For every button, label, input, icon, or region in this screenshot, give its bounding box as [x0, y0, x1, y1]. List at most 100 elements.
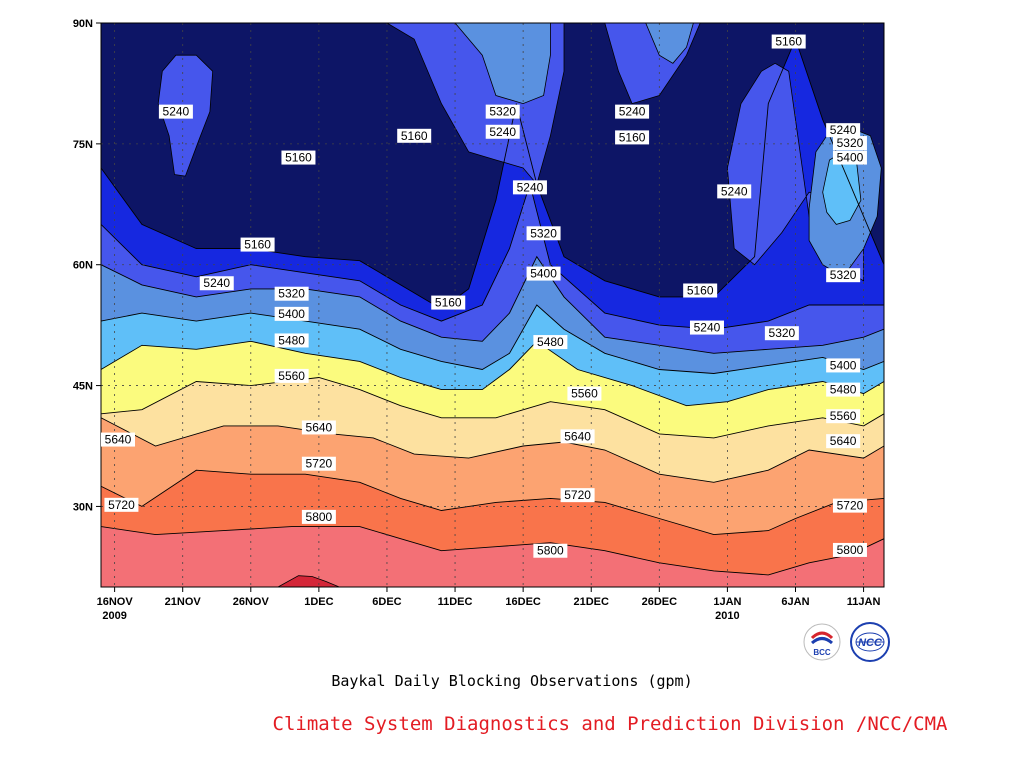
x-tick-label: 1JAN: [713, 596, 741, 608]
x-tick-label: 21NOV: [165, 596, 202, 608]
contour-label-text: 5240: [203, 276, 230, 290]
contour-label-text: 5560: [830, 409, 857, 423]
contour-label: 5240: [615, 104, 650, 119]
contour-label-text: 5720: [306, 457, 333, 471]
contour-label-text: 5480: [278, 333, 305, 347]
contour-label-box: [485, 104, 520, 119]
contour-labels: 5160 5160 5160 5160 5160 5160 5160 5240 5240 5240…: [101, 34, 867, 558]
contour-label: 5800: [301, 509, 336, 524]
contour-line-5160: [101, 37, 884, 310]
contour-label-box: [485, 124, 520, 139]
x-tick-label: 16DEC: [505, 596, 541, 608]
contour-label-box: [832, 150, 867, 165]
contour-label-box: [281, 150, 316, 165]
contour-label-text: 5320: [278, 287, 305, 301]
contour-label: 5320: [832, 136, 867, 151]
contour-label-text: 5320: [489, 105, 516, 119]
contour-label: 5160: [615, 130, 650, 145]
contour-label-box: [397, 128, 432, 143]
contour-label-box: [301, 509, 336, 524]
y-tick-label: 75N: [73, 139, 93, 151]
x-tick-label: 26NOV: [233, 596, 270, 608]
contour-label-text: 5240: [163, 105, 190, 119]
contour-label-box: [560, 488, 595, 503]
contour-label-text: 5320: [830, 268, 857, 282]
contour-label-text: 5240: [517, 180, 544, 194]
x-tick-label: 6DEC: [372, 596, 401, 608]
contour-label-text: 5480: [537, 335, 564, 349]
contour-label-box: [832, 498, 867, 513]
x-tick-label: 11DEC: [438, 596, 473, 608]
contour-label-text: 5640: [306, 420, 333, 434]
x-tick-label: 6JAN: [781, 596, 809, 608]
contour-label: 5240: [485, 124, 520, 139]
contour-label: 5400: [526, 266, 561, 281]
contour-label-text: 5320: [837, 136, 864, 150]
contour-label-box: [274, 286, 309, 301]
contour-label-box: [826, 434, 861, 449]
contour-label: 5400: [832, 150, 867, 165]
contour-label-box: [533, 335, 568, 350]
contour-label-box: [158, 104, 193, 119]
contour-label-box: [301, 456, 336, 471]
contour-label-box: [274, 368, 309, 383]
contour-label-box: [826, 358, 861, 373]
contour-label-box: [301, 420, 336, 435]
contour-label-box: [533, 543, 568, 558]
contour-label-text: 5400: [278, 307, 305, 321]
contour-label-text: 5400: [837, 151, 864, 165]
contour-label-box: [240, 237, 275, 252]
contour-label: 5160: [431, 295, 466, 310]
contour-label: 5240: [826, 123, 861, 138]
contour-label-text: 5240: [489, 125, 516, 139]
contour-label-text: 5800: [306, 510, 333, 524]
contour-label-text: 5160: [435, 296, 462, 310]
axis-ticks: 16NOV 2009 21NOV 26NOV 1DEC 6DEC 11DEC 16DEC 21D…: [73, 18, 881, 622]
contour-label: 5240: [158, 104, 193, 119]
svg-text:BCC: BCC: [813, 648, 831, 657]
contour-label-box: [560, 429, 595, 444]
contour-label: 5400: [274, 306, 309, 321]
x-tick-year: 2009: [102, 610, 126, 622]
contour-label-box: [512, 180, 547, 195]
contour-label: 5640: [101, 432, 135, 447]
contour-label-text: 5160: [401, 129, 428, 143]
contour-label-text: 5400: [530, 267, 557, 281]
ncc-logo-icon: NCC: [850, 622, 890, 662]
contour-fills: [101, 23, 884, 587]
y-tick-label: 60N: [73, 260, 93, 272]
svg-text:NCC: NCC: [858, 637, 883, 649]
contour-label-text: 5800: [837, 543, 864, 557]
band-5800: [101, 526, 884, 587]
contour-label-box: [567, 386, 602, 401]
contour-label: 5320: [526, 226, 561, 241]
contour-label: 5400: [826, 358, 861, 373]
contour-label-box: [832, 542, 867, 557]
contour-label-text: 5240: [694, 321, 721, 335]
band-island-4: [645, 23, 694, 64]
contour-label-box: [826, 268, 861, 283]
contour-label-text: 5160: [285, 151, 312, 165]
contour-label-box: [764, 326, 799, 341]
contour-label: 5240: [199, 276, 234, 291]
contour-label-text: 5640: [564, 429, 591, 443]
x-tick-label: 11JAN: [847, 596, 881, 608]
contour-label-text: 5160: [244, 238, 271, 252]
contour-label: 5800: [832, 542, 867, 557]
contour-label: 5160: [683, 283, 718, 298]
y-tick-label: 30N: [73, 501, 93, 513]
x-tick-label: 26DEC: [642, 596, 678, 608]
contour-label-box: [771, 34, 806, 49]
contour-label-text: 5720: [837, 499, 864, 513]
contour-label: 5560: [567, 386, 602, 401]
chart-caption: Baykal Daily Blocking Observations (gpm): [331, 672, 693, 690]
plot-frame: [100, 22, 885, 588]
contour-lines: [101, 37, 884, 576]
contour-label-box: [826, 382, 861, 397]
contour-line-5320: [101, 255, 884, 354]
contour-label: 5560: [826, 409, 861, 424]
contour-label: 5480: [826, 382, 861, 397]
contour-label-text: 5640: [830, 434, 857, 448]
credit-line: Climate System Diagnostics and Predictio…: [272, 713, 948, 735]
